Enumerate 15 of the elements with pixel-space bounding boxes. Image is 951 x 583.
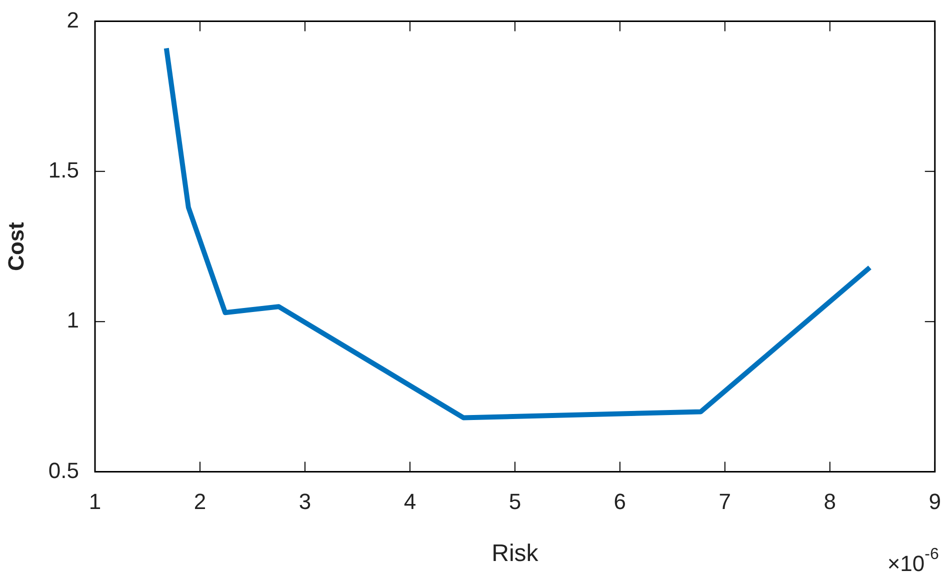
y-tick-label: 1 [66, 308, 79, 333]
x-tick-label: 1 [88, 489, 102, 514]
y-tick-label: 0.5 [48, 458, 79, 483]
x-tick-label: 3 [298, 489, 312, 514]
y-tick-label: 1.5 [48, 157, 79, 182]
x-tick-label: 8 [824, 489, 836, 514]
x-tick-label: 6 [614, 489, 626, 514]
x-tick-label: 9 [928, 489, 942, 514]
x-tick-label: 2 [194, 489, 206, 514]
x-tick-label: 7 [718, 489, 732, 514]
x-tick-label: 5 [508, 489, 522, 514]
x-axis-title: Risk [492, 540, 540, 568]
y-axis-title: Cost [3, 221, 28, 271]
y-tick-label: 2 [66, 7, 79, 32]
x-tick-label: 4 [404, 489, 416, 514]
